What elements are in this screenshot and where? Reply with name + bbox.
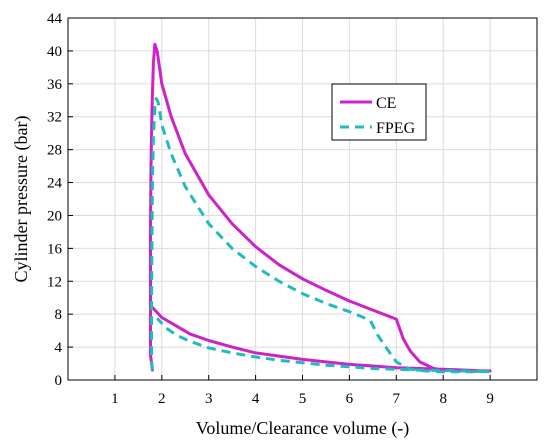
series-line-fpeg [150,97,492,374]
x-tick-label: 4 [252,391,260,407]
x-tick-label: 5 [299,391,307,407]
legend-label-fpeg: FPEG [376,120,416,137]
x-tick-label: 7 [393,391,401,407]
y-tick-label: 0 [55,373,63,389]
x-tick-label: 1 [111,391,119,407]
y-tick-label: 28 [47,143,62,159]
y-tick-label: 32 [47,110,62,126]
y-tick-label: 24 [47,176,63,192]
x-tick-label: 6 [346,391,354,407]
y-tick-label: 40 [47,44,62,60]
x-tick-label: 3 [205,391,213,407]
y-tick-label: 4 [55,340,63,356]
y-tick-label: 12 [47,274,62,290]
y-tick-label: 44 [47,11,63,27]
x-axis-title: Volume/Clearance volume (-) [196,418,410,439]
x-tick-label: 2 [158,391,166,407]
x-tick-label: 8 [439,391,447,407]
y-tick-label: 20 [47,208,62,224]
series-line-ce [149,42,492,373]
y-axis-title: Cylinder pressure (bar) [11,116,32,283]
grid [68,18,537,380]
series-layer [149,42,492,374]
y-tick-label: 8 [55,307,63,323]
x-tick-label: 9 [486,391,494,407]
legend: CE FPEG [331,83,427,141]
legend-label-ce: CE [376,95,396,112]
legend-box [331,83,427,141]
y-tick-label: 36 [47,77,63,93]
y-tick-label: 16 [47,241,63,257]
